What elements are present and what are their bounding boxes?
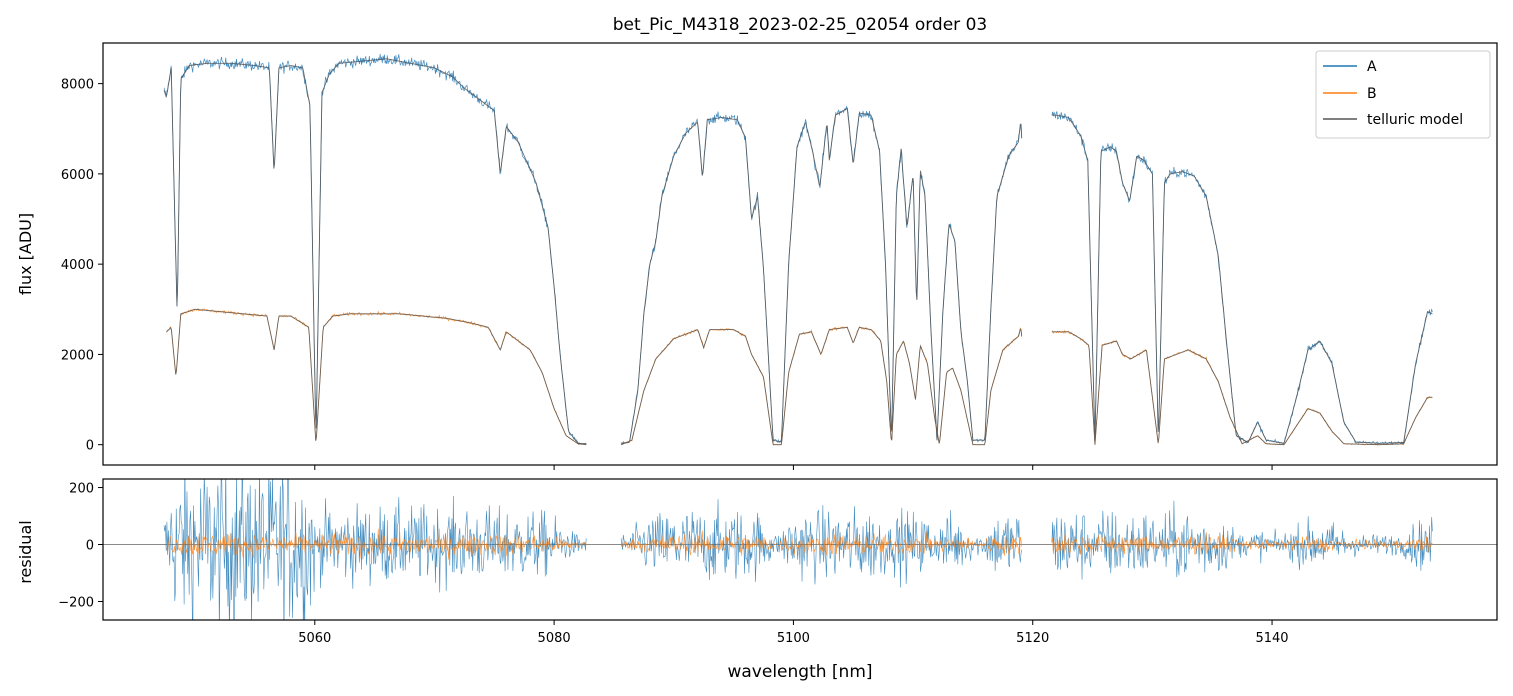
flux-line-b-0 [166,307,587,446]
residual-line-a-1 [620,499,1023,588]
telluric-model-b-0 [166,308,587,446]
residual-y-ticks: −200 0 200 [58,482,103,610]
telluric-model-a-0 [163,58,587,445]
residual-ytick-label: 0 [86,539,94,554]
legend: A B telluric model [1315,50,1491,139]
flux-ytick-label: 8000 [61,78,94,93]
residual-line-b-1 [620,530,1023,558]
residual-xtick-label: 5140 [1255,631,1288,646]
residual-plot-area [103,479,1497,620]
flux-ytick-label: 2000 [61,348,94,363]
legend-label-b: B [1367,86,1377,102]
legend-label-model: telluric model [1367,112,1463,128]
residual-ytick-label: −200 [58,595,94,610]
residual-xtick-label: 5120 [1016,631,1049,646]
flux-line-b-1 [620,325,1023,446]
residual-xtick-label: 5080 [538,631,571,646]
flux-ytick-label: 4000 [61,258,94,273]
flux-y-ticks: 0 2000 4000 6000 8000 [61,78,103,454]
flux-panel: 0 2000 4000 6000 8000 flux [ADU] A B telluri… [16,42,1498,470]
residual-xtick-label: 5100 [777,631,810,646]
residual-xtick-label: 5060 [298,631,331,646]
telluric-model-b-2 [1051,331,1433,446]
flux-axes-frame [102,42,1498,466]
residual-line-b-0 [166,528,587,560]
legend-box [1315,50,1491,139]
flux-line-a-2 [1051,111,1433,446]
flux-ylabel: flux [ADU] [16,213,35,295]
residual-x-ticks: 5060 5080 5100 5120 5140 [298,620,1289,646]
telluric-model-b-1 [620,326,1023,446]
chart-title: bet_Pic_M4318_2023-02-25_02054 order 03 [613,15,987,35]
residual-panel: −200 0 200 5060 5080 5100 5120 5140 residual w… [16,478,1498,682]
xlabel: wavelength [nm] [727,662,872,682]
flux-line-a-0 [163,53,587,446]
telluric-model-a-1 [621,107,1023,444]
residual-axes-frame [102,478,1498,621]
residual-ytick-label: 200 [69,482,94,497]
residual-line-b-2 [1051,532,1433,557]
residual-ylabel: residual [16,520,35,583]
flux-plot-area [163,53,1433,446]
flux-line-b-2 [1051,329,1433,446]
flux-ytick-label: 0 [86,439,94,454]
flux-x-ticks [314,465,1273,470]
telluric-model-a-2 [1051,114,1433,444]
legend-label-a: A [1367,59,1377,75]
flux-ytick-label: 6000 [61,168,94,183]
